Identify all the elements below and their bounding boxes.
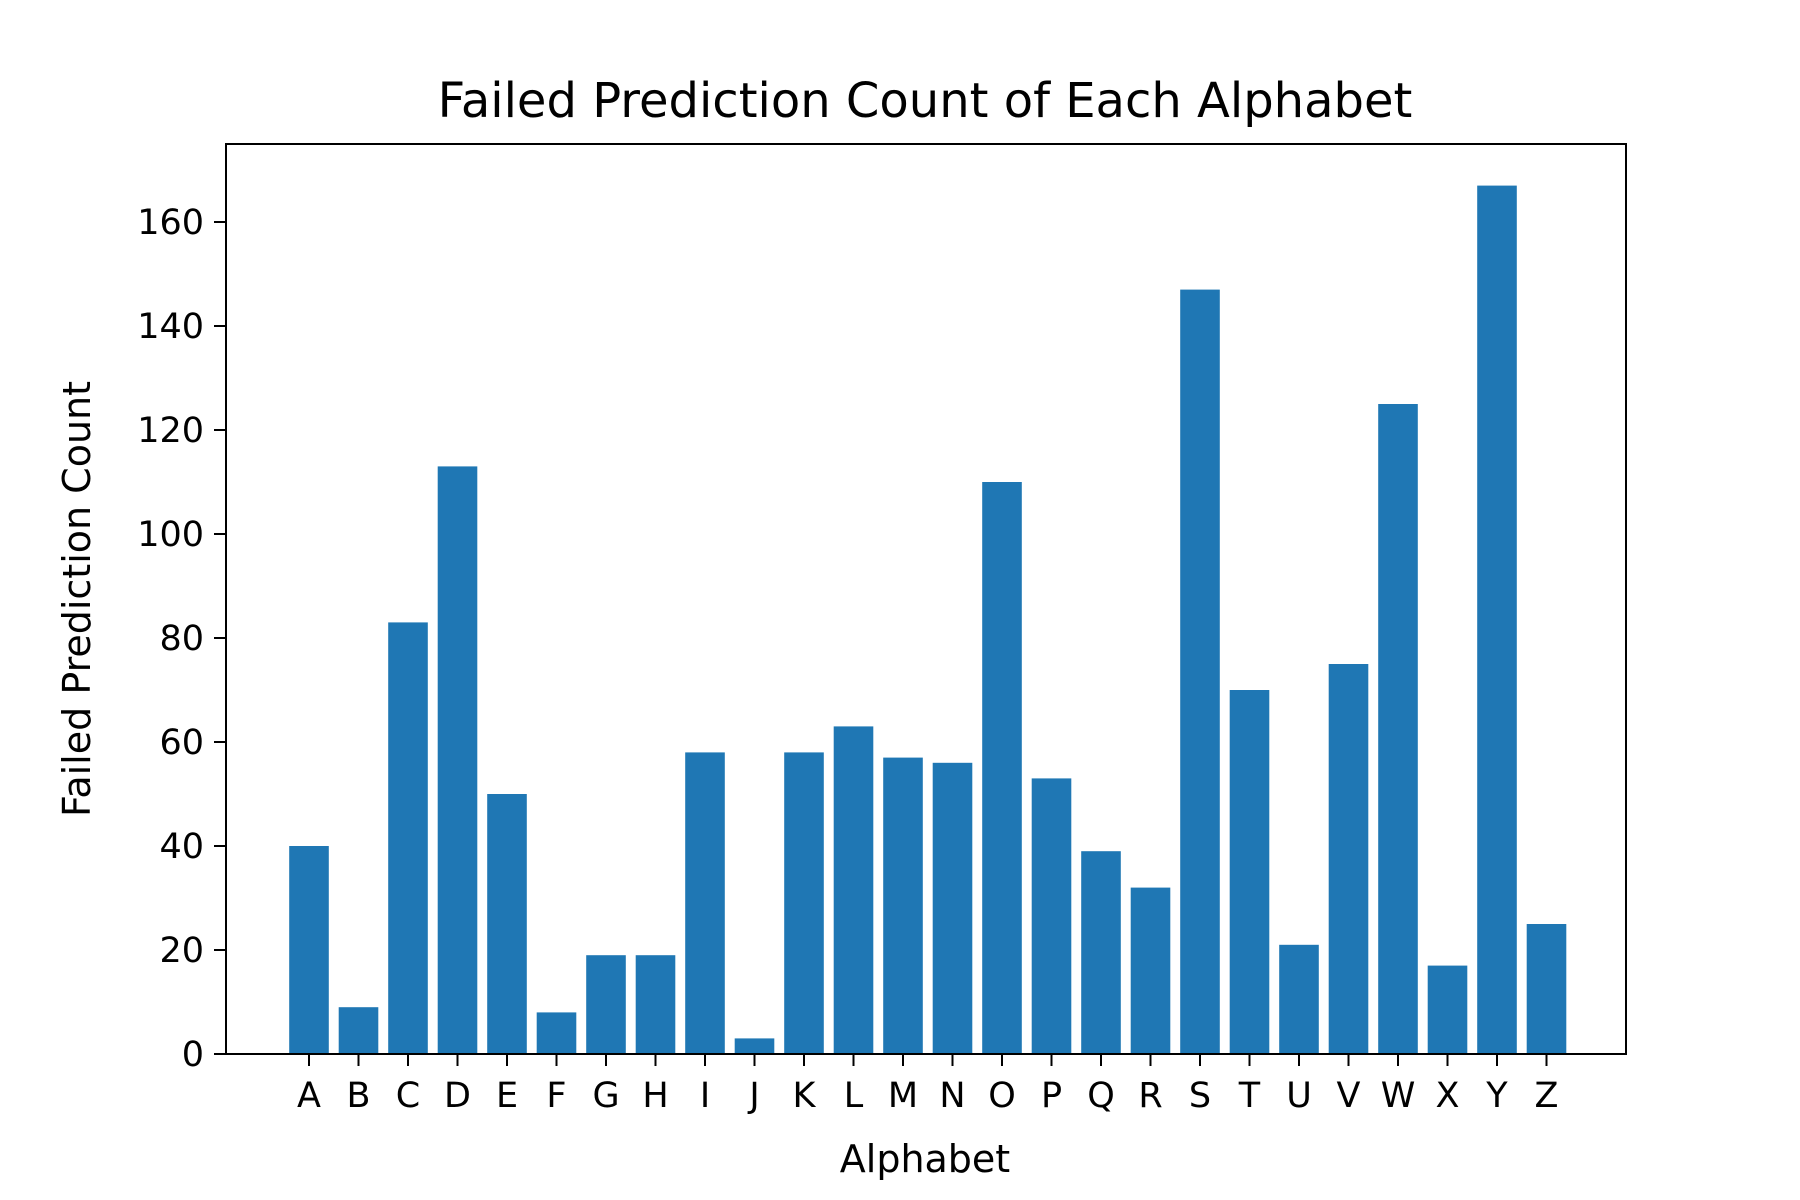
x-tick-label: P [1041, 1076, 1062, 1116]
chart-title: Failed Prediction Count of Each Alphabet [438, 73, 1413, 129]
bar-v [1328, 664, 1369, 1054]
y-tick-label: 20 [159, 931, 204, 971]
x-tick-label: J [747, 1076, 759, 1116]
x-tick-label: O [988, 1076, 1016, 1116]
bar-i [685, 752, 725, 1054]
bar-o [982, 482, 1022, 1054]
bar-g [586, 955, 626, 1054]
bar-a [289, 846, 329, 1054]
bar-f [536, 1012, 577, 1054]
x-tick-label: X [1436, 1076, 1460, 1116]
x-tick-label: G [592, 1076, 619, 1116]
x-tick-label: H [642, 1076, 668, 1116]
y-axis-label: Failed Prediction Count [55, 381, 99, 817]
x-tick-label: E [496, 1076, 518, 1116]
bar-z [1526, 924, 1567, 1054]
x-tick-label: Z [1535, 1076, 1559, 1116]
bar-e [487, 794, 527, 1054]
x-tick-label: N [939, 1076, 965, 1116]
bar-y [1477, 185, 1517, 1055]
bar-j [734, 1038, 775, 1054]
x-tick-label: R [1138, 1076, 1162, 1116]
bar-q [1081, 851, 1121, 1054]
x-tick-label: F [546, 1076, 566, 1116]
y-tick-label: 60 [159, 723, 204, 763]
bars-group [289, 185, 1567, 1055]
x-tick-label: I [700, 1076, 710, 1116]
plot-frame [225, 143, 1627, 1055]
bar-d [437, 466, 478, 1054]
bar-s [1180, 289, 1220, 1055]
x-tick-label: C [396, 1076, 420, 1116]
bar-n [932, 762, 973, 1054]
y-tick-label: 120 [137, 411, 204, 451]
bar-t [1229, 690, 1270, 1054]
x-tick-label: L [844, 1076, 864, 1116]
x-tick-label: S [1189, 1076, 1211, 1116]
bar-h [635, 955, 676, 1054]
x-tick-label: B [346, 1076, 370, 1116]
y-tick-label: 40 [159, 827, 204, 867]
x-tick-label: Y [1485, 1076, 1508, 1116]
x-tick-label: V [1337, 1076, 1361, 1116]
x-tick-label: U [1286, 1076, 1312, 1116]
bar-x [1427, 965, 1468, 1054]
y-tick-label: 140 [137, 307, 204, 347]
x-tick-label: Q [1087, 1076, 1115, 1116]
bar-r [1130, 887, 1171, 1054]
bar-m [883, 757, 923, 1054]
x-tick-label: T [1238, 1076, 1261, 1116]
x-axis-label: Alphabet [840, 1137, 1010, 1181]
x-tick-label: W [1381, 1076, 1416, 1116]
y-tick-label: 0 [182, 1035, 204, 1075]
x-tick-label: M [888, 1076, 918, 1116]
y-tick-label: 160 [137, 203, 204, 243]
bar-l [833, 726, 874, 1054]
y-tick-label: 100 [137, 515, 204, 555]
y-tick-label: 80 [159, 619, 204, 659]
y-axis-ticks: 0 20 40 60 80 100 120 140 160 [137, 203, 226, 1075]
x-tick-label: D [444, 1076, 471, 1116]
bar-u [1279, 944, 1319, 1054]
bar-p [1031, 778, 1072, 1054]
bar-k [784, 752, 824, 1054]
bar-w [1378, 404, 1418, 1054]
bar-b [338, 1007, 379, 1054]
x-tick-label: K [793, 1076, 817, 1116]
x-tick-label: A [297, 1076, 321, 1116]
bar-c [388, 622, 428, 1054]
